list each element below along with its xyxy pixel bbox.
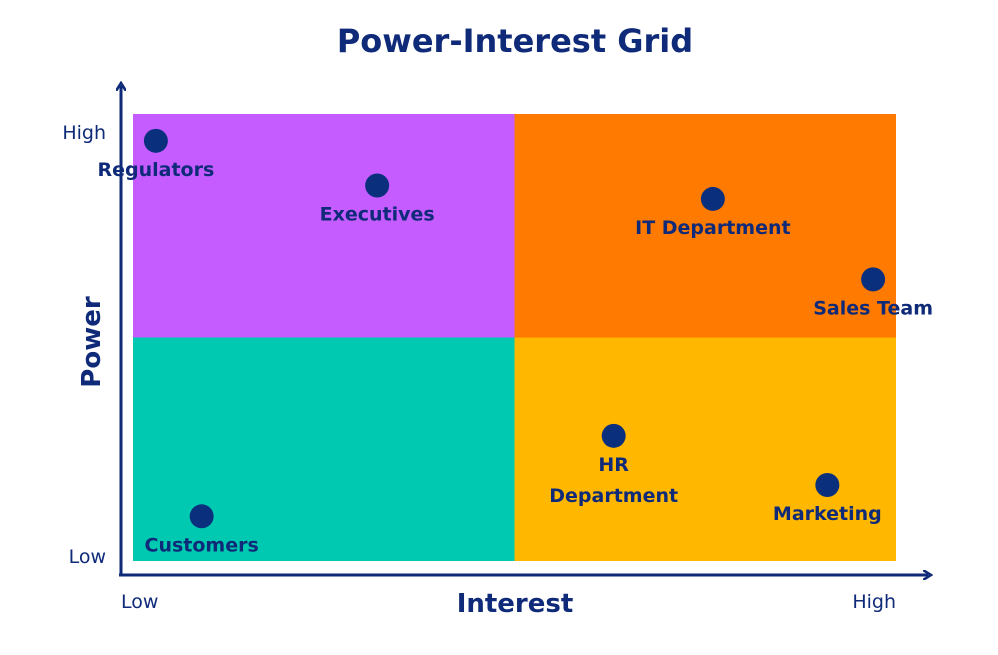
point-label-hr-department: HR Department xyxy=(549,454,678,507)
point-label-line: IT Department xyxy=(635,217,790,239)
quadrant-low-power-low-interest xyxy=(133,337,515,561)
quadrant-low-power-high-interest xyxy=(514,337,896,561)
point-customers xyxy=(189,504,214,529)
chart-title: Power-Interest Grid xyxy=(337,22,693,60)
point-hr-department xyxy=(601,423,626,448)
point-label-it-department: IT Department xyxy=(635,217,790,239)
y-axis-title: Power xyxy=(77,296,107,388)
y-axis-low-label: Low xyxy=(69,546,106,568)
point-label-customers: Customers xyxy=(145,534,259,556)
point-it-department xyxy=(700,186,725,211)
point-marketing xyxy=(815,473,840,498)
point-label-line: Marketing xyxy=(773,503,882,525)
point-label-sales-team: Sales Team xyxy=(813,297,933,319)
point-label-line: Regulators xyxy=(97,159,214,181)
point-label-executives: Executives xyxy=(320,204,435,226)
x-axis-low-label: Low xyxy=(121,591,158,613)
point-label-line: Customers xyxy=(145,534,259,556)
quadrant-high-power-high-interest xyxy=(514,114,896,338)
point-label-line: Executives xyxy=(320,204,435,226)
x-axis-high-label: High xyxy=(852,591,896,613)
point-sales-team xyxy=(861,267,886,292)
x-axis-title: Interest xyxy=(457,589,574,619)
stakeholder-points: Regulators Executives IT Department Sales T… xyxy=(97,128,933,556)
point-executives xyxy=(365,173,390,198)
point-regulators xyxy=(143,128,168,153)
y-axis-high-label: High xyxy=(62,122,106,144)
point-label-line: HR xyxy=(598,454,629,476)
point-label-line: Department xyxy=(549,485,678,507)
point-label-marketing: Marketing xyxy=(773,503,882,525)
point-label-regulators: Regulators xyxy=(97,159,214,181)
quadrant-high-power-low-interest xyxy=(133,114,515,338)
point-label-line: Sales Team xyxy=(813,297,933,319)
